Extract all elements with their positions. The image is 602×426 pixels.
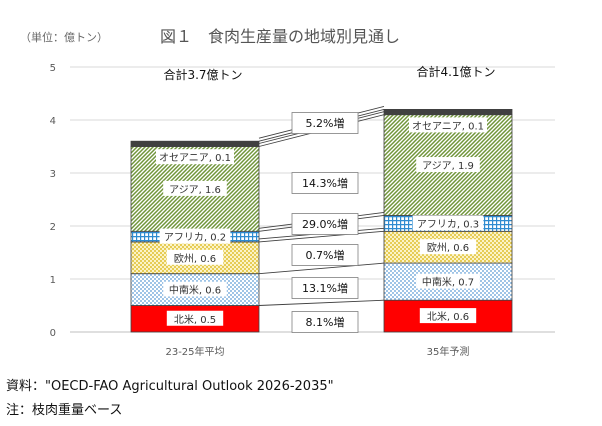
data-label-box bbox=[166, 310, 224, 326]
y-tick-label: 5 bbox=[50, 63, 56, 74]
data-label-box bbox=[419, 308, 477, 324]
footnote: 注：枝肉重量ベース bbox=[6, 403, 123, 418]
x-tick-label: 35年予測 bbox=[427, 345, 470, 358]
data-label: アフリカ, 0.2 bbox=[164, 232, 226, 244]
data-label: アジア, 1.6 bbox=[169, 185, 221, 196]
data-label: 中南米, 0.6 bbox=[169, 284, 221, 297]
total-label: 合計3.7億トン bbox=[163, 67, 242, 82]
growth-label: 8.1%増 bbox=[306, 316, 345, 329]
connector-line bbox=[258, 230, 385, 243]
data-label: 中南米, 0.7 bbox=[422, 276, 474, 289]
growth-label: 0.7%増 bbox=[306, 249, 345, 262]
data-label-box bbox=[163, 180, 227, 196]
connector-line bbox=[258, 262, 385, 275]
growth-box bbox=[291, 311, 359, 333]
total-label: 合計4.1億トン bbox=[416, 64, 495, 79]
growth-label: 13.1%増 bbox=[302, 282, 348, 295]
y-tick-label: 2 bbox=[50, 222, 56, 233]
y-tick-label: 1 bbox=[50, 275, 56, 286]
plot-area: （単位：億トン） 図１ 食肉生産量の地域別見通し 0 1 2 3 4 5 北米, 0.5 中南米,… bbox=[20, 27, 555, 358]
data-label: 欧州, 0.6 bbox=[174, 253, 216, 265]
data-label-box bbox=[163, 281, 227, 297]
x-tick-label: 23-25年平均 bbox=[165, 345, 224, 358]
growth-box bbox=[291, 244, 359, 266]
source-note: 資料："OECD-FAO Agricultural Outlook 2026-2… bbox=[6, 379, 334, 394]
bar-segment bbox=[383, 109, 513, 116]
growth-box bbox=[291, 213, 359, 235]
data-label-box bbox=[412, 215, 484, 231]
data-label: アフリカ, 0.3 bbox=[417, 218, 479, 230]
growth-box bbox=[291, 172, 359, 194]
data-label-box bbox=[166, 249, 224, 265]
data-label-box bbox=[156, 149, 234, 165]
data-label-box bbox=[159, 228, 231, 244]
data-label: 北米, 0.5 bbox=[174, 313, 216, 326]
chart-title: 図１ 食肉生産量の地域別見通し bbox=[160, 27, 400, 46]
data-label-box bbox=[416, 273, 480, 289]
growth-box bbox=[291, 277, 359, 299]
growth-label: 14.3%増 bbox=[302, 177, 348, 190]
data-label-box bbox=[419, 239, 477, 255]
bar-segment bbox=[130, 140, 260, 147]
data-label-box bbox=[409, 117, 487, 133]
connector-line bbox=[258, 299, 385, 306]
data-label-box bbox=[416, 157, 480, 173]
bar-segment bbox=[130, 305, 260, 333]
unit-label: （単位：億トン） bbox=[20, 30, 108, 44]
growth-label: 5.2%増 bbox=[306, 117, 345, 130]
growth-label: 29.0%増 bbox=[302, 218, 348, 231]
data-label: アジア, 1.9 bbox=[422, 161, 474, 172]
y-tick-label: 4 bbox=[50, 116, 56, 127]
y-tick-label: 0 bbox=[50, 328, 56, 339]
data-label: オセアニア, 0.1 bbox=[412, 120, 484, 132]
growth-box bbox=[291, 112, 359, 134]
data-label: オセアニア, 0.1 bbox=[159, 152, 231, 164]
y-tick-label: 3 bbox=[50, 169, 56, 180]
data-label: 欧州, 0.6 bbox=[427, 242, 469, 254]
data-label: 北米, 0.6 bbox=[427, 310, 469, 323]
